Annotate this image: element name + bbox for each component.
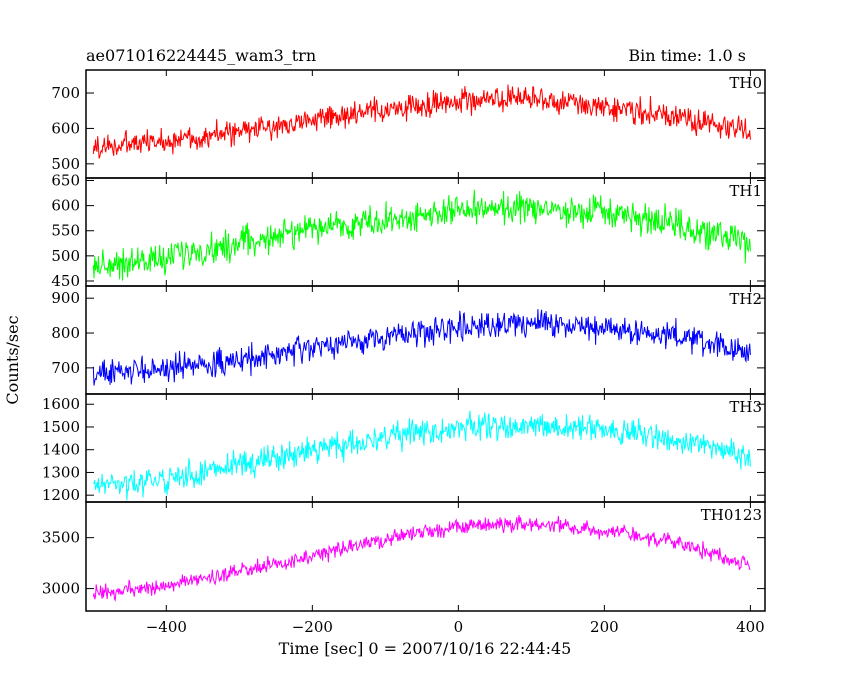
- series-line-th3: [93, 410, 751, 501]
- x-axis-label: Time [sec] 0 = 2007/10/16 22:44:45: [279, 639, 572, 658]
- y-tick-label: 600: [51, 197, 80, 215]
- panel-label: TH0: [729, 74, 762, 92]
- panel-frame: [85, 501, 766, 612]
- panel-th3: 1200 1300 1400 1500 1600 TH3: [42, 393, 766, 504]
- y-tick-label: 550: [51, 222, 80, 240]
- y-tick-label: 3000: [42, 580, 80, 598]
- series-line-th0123: [92, 515, 751, 602]
- chart-title: ae071016224445_wam3_trn: [86, 46, 316, 65]
- panel-label: TH3: [729, 398, 762, 416]
- y-tick-label: 600: [51, 119, 80, 137]
- y-tick-label: 700: [51, 359, 80, 377]
- panel-label: TH0123: [701, 506, 762, 524]
- y-tick-label: 500: [51, 155, 80, 173]
- panel-frame: [85, 393, 766, 503]
- panel-frame: [85, 177, 766, 287]
- series-line-th1: [92, 189, 751, 281]
- panel-label: TH2: [729, 290, 762, 308]
- x-tick-label: −200: [292, 618, 333, 636]
- y-tick-label: 1400: [42, 441, 80, 459]
- y-tick-label: 700: [51, 84, 80, 102]
- y-tick-label: 800: [51, 324, 80, 342]
- y-tick-label: 3500: [42, 529, 80, 547]
- panel-th0: 500 600 700 TH0: [51, 69, 766, 179]
- y-axis-label: Counts/sec: [3, 315, 22, 404]
- x-tick-label: 200: [590, 618, 619, 636]
- panels: 500 600 700 TH0 450 500 550 600 650 TH1 700 800 900 T…: [42, 69, 766, 612]
- y-tick-label: 1200: [42, 486, 80, 504]
- y-tick-label: 450: [51, 272, 80, 290]
- panel-label: TH1: [729, 182, 762, 200]
- series-line-th2: [92, 309, 751, 386]
- x-axis: −400 −200 0 200 400: [146, 618, 765, 636]
- panel-frame: [85, 69, 766, 179]
- x-tick-label: 400: [736, 618, 765, 636]
- y-tick-label: 900: [51, 289, 80, 307]
- panel-th0123: 3000 3500 TH0123: [42, 501, 766, 612]
- y-tick-label: 1300: [42, 463, 80, 481]
- panel-th1: 450 500 550 600 650 TH1: [51, 172, 766, 290]
- x-tick-label: 0: [454, 618, 464, 636]
- y-tick-label: 650: [51, 172, 80, 190]
- y-tick-label: 500: [51, 247, 80, 265]
- x-tick-label: −400: [146, 618, 187, 636]
- y-tick-label: 1500: [42, 418, 80, 436]
- panel-th2: 700 800 900 TH2: [51, 285, 766, 395]
- series-line-th0: [92, 84, 751, 159]
- bin-time-label: Bin time: 1.0 s: [628, 46, 746, 65]
- y-tick-label: 1600: [42, 395, 80, 413]
